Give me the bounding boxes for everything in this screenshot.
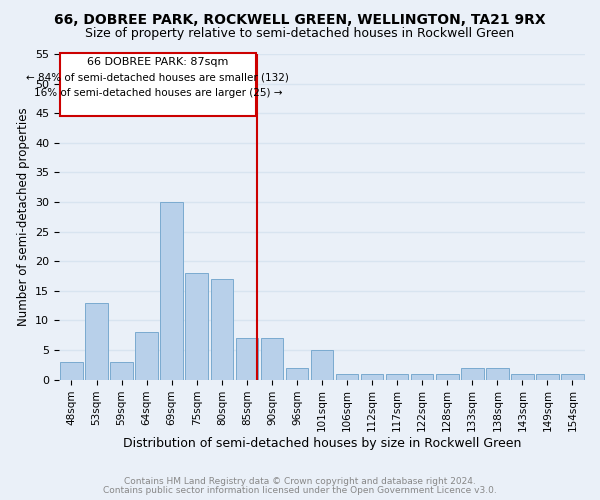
- Bar: [236, 338, 258, 380]
- Bar: [411, 374, 433, 380]
- Bar: [85, 302, 108, 380]
- Bar: [311, 350, 333, 380]
- Bar: [136, 332, 158, 380]
- FancyBboxPatch shape: [60, 53, 256, 116]
- Bar: [60, 362, 83, 380]
- Bar: [211, 279, 233, 380]
- Bar: [486, 368, 509, 380]
- Bar: [386, 374, 409, 380]
- Bar: [561, 374, 584, 380]
- Y-axis label: Number of semi-detached properties: Number of semi-detached properties: [17, 108, 29, 326]
- Bar: [160, 202, 183, 380]
- Text: 16% of semi-detached houses are larger (25) →: 16% of semi-detached houses are larger (…: [34, 88, 282, 99]
- Bar: [361, 374, 383, 380]
- X-axis label: Distribution of semi-detached houses by size in Rockwell Green: Distribution of semi-detached houses by …: [123, 437, 521, 450]
- Text: 66 DOBREE PARK: 87sqm: 66 DOBREE PARK: 87sqm: [87, 57, 229, 67]
- Bar: [461, 368, 484, 380]
- Bar: [110, 362, 133, 380]
- Text: ← 84% of semi-detached houses are smaller (132): ← 84% of semi-detached houses are smalle…: [26, 73, 289, 83]
- Text: Contains HM Land Registry data © Crown copyright and database right 2024.: Contains HM Land Registry data © Crown c…: [124, 478, 476, 486]
- Bar: [260, 338, 283, 380]
- Bar: [336, 374, 358, 380]
- Text: Contains public sector information licensed under the Open Government Licence v3: Contains public sector information licen…: [103, 486, 497, 495]
- Bar: [511, 374, 533, 380]
- Bar: [185, 273, 208, 380]
- Text: Size of property relative to semi-detached houses in Rockwell Green: Size of property relative to semi-detach…: [85, 28, 515, 40]
- Bar: [536, 374, 559, 380]
- Text: 66, DOBREE PARK, ROCKWELL GREEN, WELLINGTON, TA21 9RX: 66, DOBREE PARK, ROCKWELL GREEN, WELLING…: [54, 12, 546, 26]
- Bar: [286, 368, 308, 380]
- Bar: [436, 374, 458, 380]
